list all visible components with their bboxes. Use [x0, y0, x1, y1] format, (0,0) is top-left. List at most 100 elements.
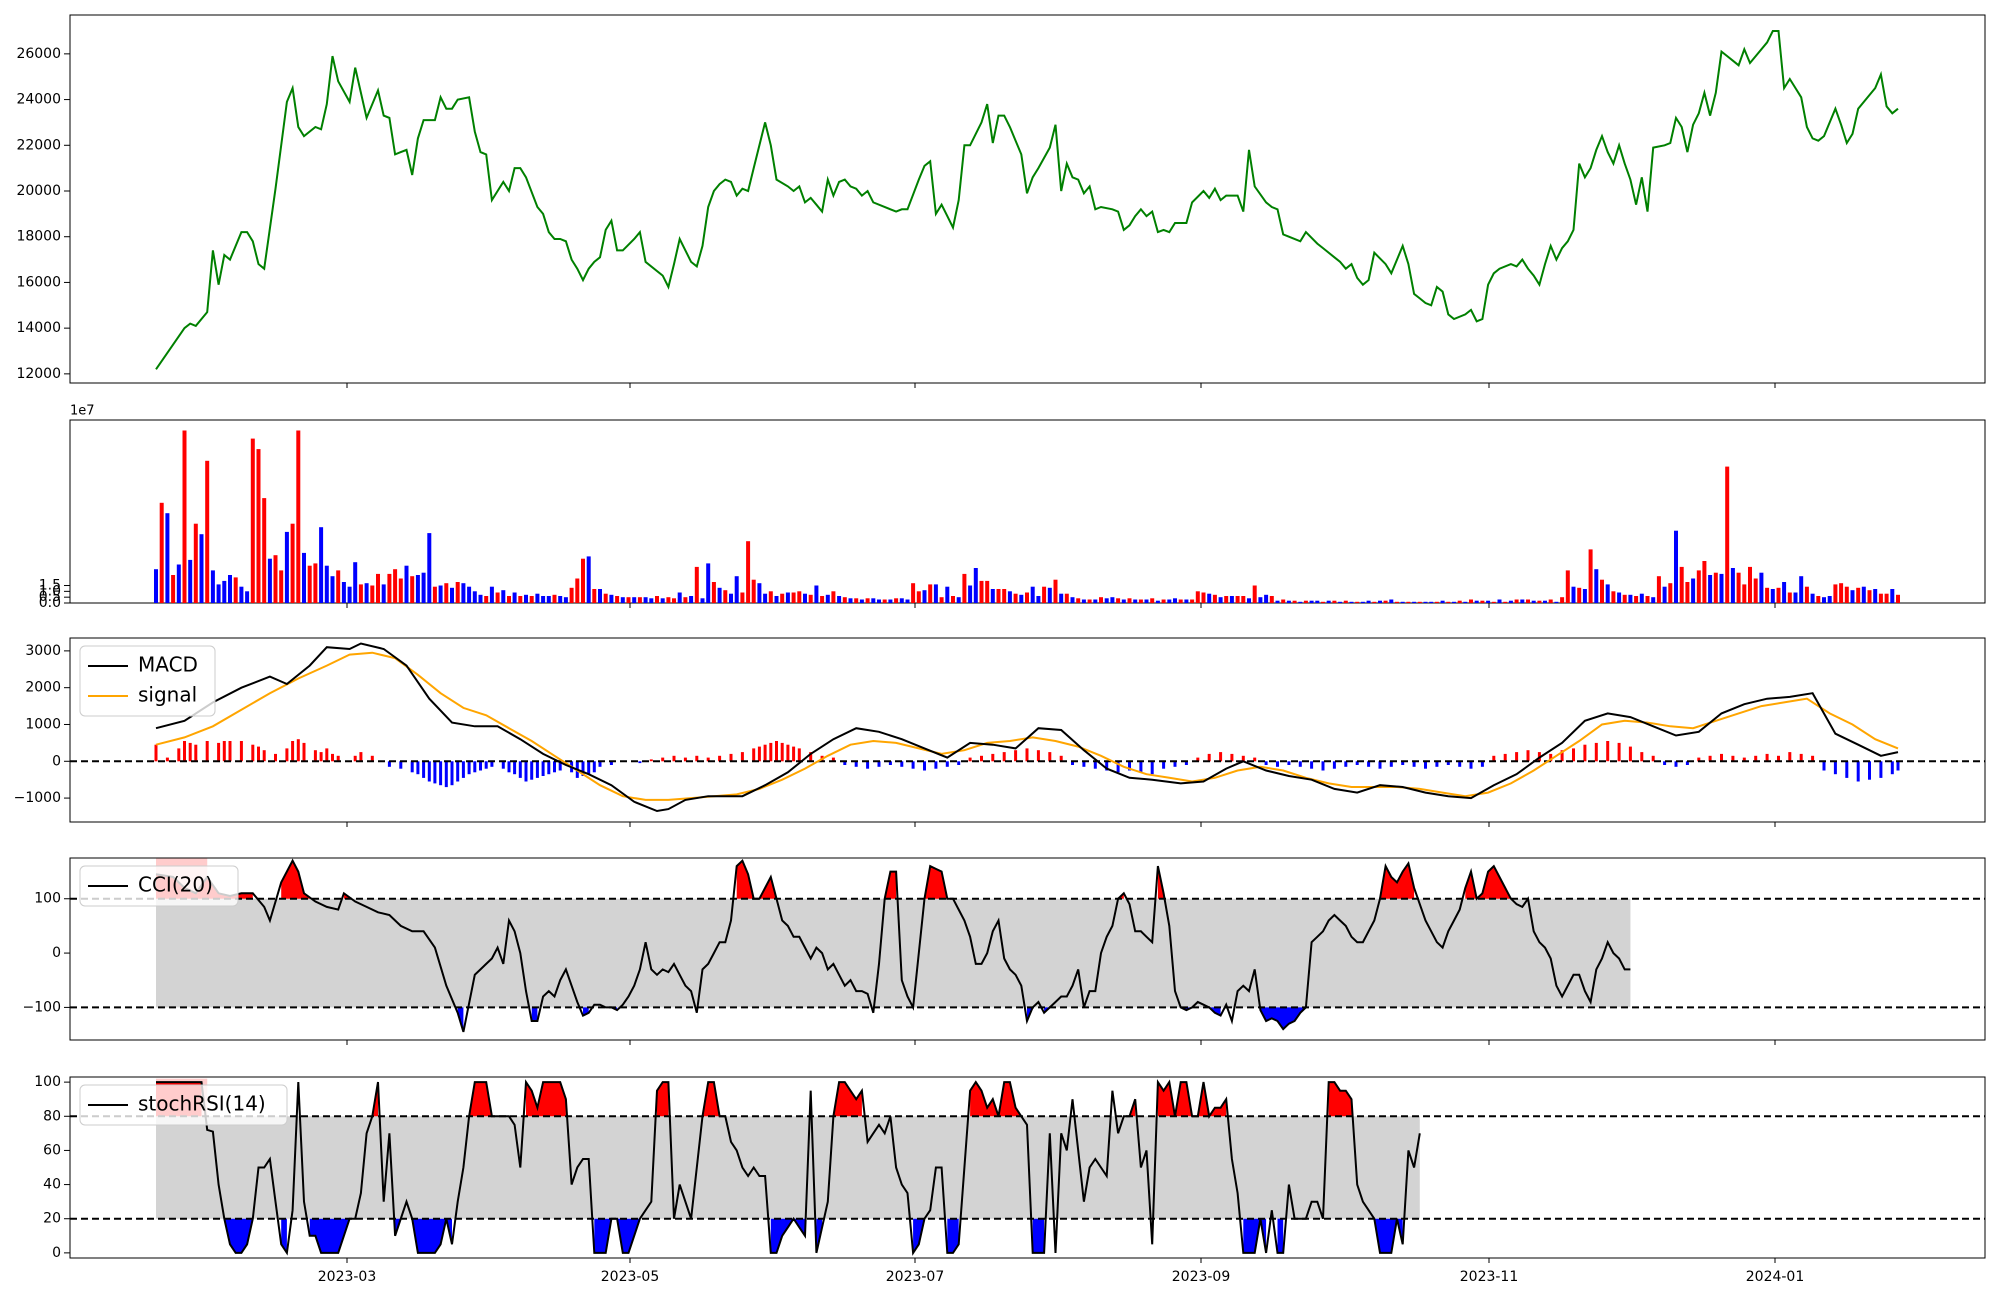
macd-hist-bar	[1036, 750, 1040, 762]
macd-hist-bar	[444, 761, 448, 788]
volume-bar-down	[324, 565, 329, 603]
volume-bar-up	[1645, 596, 1650, 603]
volume-bar-up	[1702, 561, 1707, 603]
volume-bar-down	[1400, 601, 1405, 603]
volume-bar-down	[478, 594, 483, 603]
volume-bar-up	[1776, 587, 1781, 603]
macd-hist-bar	[1264, 761, 1268, 765]
macd-hist-bar	[370, 755, 374, 762]
macd-hist-bar	[331, 753, 334, 762]
volume-bar-up	[626, 597, 631, 603]
volume-bar-down	[1298, 601, 1303, 603]
volume-bar-down	[1873, 589, 1878, 603]
macd-hist-bar	[649, 759, 653, 762]
volume-bar-down	[1730, 568, 1735, 603]
volume-bar-up	[666, 597, 671, 603]
stochrsi-oversold-fill	[281, 1218, 287, 1253]
volume-bar-up	[1224, 596, 1229, 603]
macd-hist-bar	[387, 761, 391, 767]
volume-bar-down	[1070, 597, 1075, 603]
volume-bar-down	[1497, 599, 1502, 603]
volume-bar-down	[222, 580, 227, 603]
cci-overbought-fill	[884, 871, 897, 899]
volume-bar-down	[1218, 597, 1223, 603]
volume-bar-up	[1292, 600, 1297, 603]
macd-hist-bar	[325, 748, 329, 762]
macd-hist-bar	[1492, 755, 1496, 762]
cci-frame	[69, 857, 1986, 1041]
volume-bar-down	[1793, 592, 1798, 603]
volume-bar-down	[1173, 598, 1177, 603]
volume-bar-up	[723, 590, 728, 603]
volume-bar-up	[455, 582, 460, 603]
volume-bar-up	[1611, 591, 1616, 603]
volume-bar-down	[660, 598, 665, 603]
macd-hist-bar	[507, 761, 511, 773]
volume-bar-down	[1651, 597, 1656, 603]
macd-hist-bar	[1651, 755, 1655, 762]
macd-hist-bar	[450, 761, 454, 786]
y-tick-label: 80	[43, 1108, 61, 1124]
volume-bar-down	[1121, 599, 1126, 603]
volume-bar-up	[1025, 592, 1029, 603]
macd-hist-bar	[1628, 746, 1632, 762]
macd-hist-bar	[439, 761, 443, 786]
macd-hist-bar	[296, 739, 300, 762]
volume-bar-up	[615, 596, 620, 603]
macd-hist-bar	[1811, 755, 1815, 762]
volume-bar-up	[1685, 582, 1690, 603]
volume-bar-up	[529, 596, 534, 603]
stochrsi-overbought-fill	[1328, 1082, 1352, 1117]
macd-hist-bar	[1287, 761, 1291, 765]
stochrsi-oversold-fill	[770, 1218, 805, 1253]
volume-bar-up	[882, 599, 887, 603]
macd-hist-bar	[1048, 752, 1052, 762]
y-tick-label: −1000	[14, 790, 61, 806]
volume-bar-down	[871, 598, 876, 603]
y-tick-label: 40	[43, 1177, 61, 1193]
macd-hist-bar	[740, 752, 744, 762]
macd-hist-bar	[1640, 752, 1644, 762]
legend-label: MACD	[138, 653, 198, 677]
volume-bar-up	[1736, 572, 1741, 603]
y-tick-label: 0	[52, 1245, 61, 1261]
volume-bar-up	[768, 591, 773, 603]
volume-bar-down	[176, 564, 181, 603]
macd-hist-bar	[262, 750, 266, 762]
volume-bar-down	[1890, 589, 1895, 603]
volume-bar-up	[1355, 601, 1360, 603]
cci-oversold-fill	[531, 1007, 538, 1021]
volume-bar-up	[495, 592, 500, 603]
stochrsi-oversold-fill	[594, 1218, 640, 1253]
volume-bar-up	[911, 583, 916, 603]
volume-bar-up	[1303, 600, 1308, 603]
y-tick-label: 1000	[25, 716, 61, 732]
volume-bar-down	[501, 590, 506, 603]
volume-bar-up	[1235, 596, 1240, 603]
macd-hist-bar	[1685, 761, 1689, 765]
macd-hist-bar	[222, 741, 226, 762]
volume-bar-down	[1144, 599, 1149, 603]
volume-bar-up	[1469, 599, 1473, 603]
macd-hist-bar	[609, 761, 613, 765]
volume-bar-down	[199, 534, 204, 603]
macd-hist-bar	[1560, 750, 1564, 762]
macd-hist-bar	[1128, 761, 1131, 771]
volume-bar-up	[193, 523, 198, 603]
macd-hist-bar	[1150, 761, 1154, 775]
macd-hist-bar	[1241, 755, 1245, 762]
volume-bar-down	[1759, 572, 1764, 603]
macd-hist-bar	[923, 761, 926, 771]
volume-bar-down	[888, 599, 893, 603]
y-tick-label: 3000	[25, 643, 61, 659]
macd-hist-bar	[285, 748, 289, 762]
volume-bar-down	[1412, 601, 1417, 603]
macd-hist-bar	[797, 748, 801, 762]
volume-bar-up	[1765, 587, 1770, 603]
volume-bar-down	[267, 558, 272, 603]
legend-label: stochRSI(14)	[138, 1092, 266, 1116]
macd-hist-bar	[1378, 761, 1382, 769]
macd-hist-bar	[1777, 755, 1780, 762]
volume-bar-down	[877, 599, 881, 603]
macd-hist-bar	[1298, 761, 1302, 767]
